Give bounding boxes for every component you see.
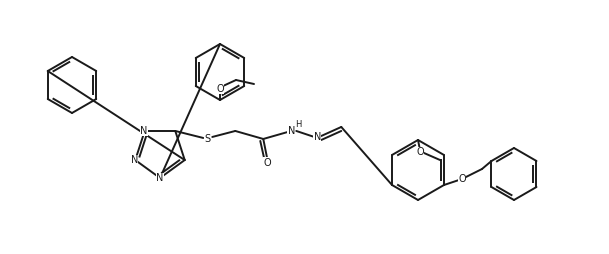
Text: N: N [157,173,164,183]
Text: N: N [140,126,147,136]
Text: O: O [264,158,271,168]
Text: O: O [216,84,224,94]
Text: N: N [287,126,295,136]
Text: N: N [314,132,321,142]
Text: H: H [295,120,301,130]
Text: O: O [458,174,466,184]
Text: N: N [130,155,138,165]
Text: O: O [416,147,424,157]
Text: S: S [204,134,210,144]
